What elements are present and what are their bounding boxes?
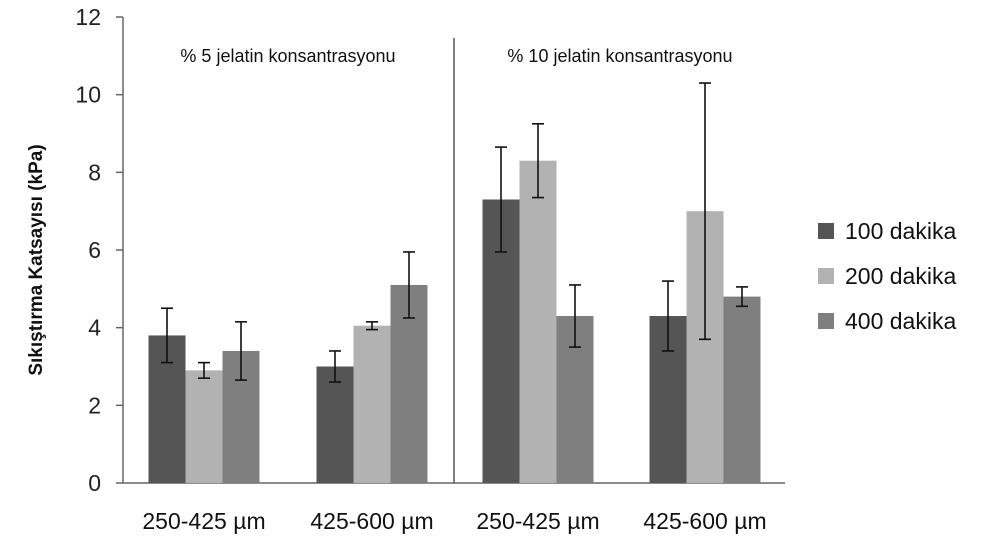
bar [519, 160, 557, 483]
bar [723, 296, 761, 483]
legend: 100 dakika 200 dakika 400 dakika [818, 218, 956, 334]
legend-label: 400 dakika [845, 308, 956, 334]
legend-swatch [818, 223, 834, 239]
y-tick-label: 4 [88, 315, 101, 341]
group-title: % 10 jelatin konsantrasyonu [507, 46, 732, 66]
error-bars-group [161, 82, 748, 383]
y-tick-label: 6 [88, 237, 101, 263]
y-tick-label: 12 [75, 4, 101, 30]
y-tick-label: 8 [88, 159, 101, 185]
y-tick-label: 10 [75, 82, 101, 108]
labels-group: 0 2 4 6 8 10 12 Sıkıştırma Katsayısı (kPa) % 5 j… [26, 4, 767, 534]
legend-label: 200 dakika [845, 263, 956, 289]
y-tick-label: 2 [88, 392, 101, 418]
bar [316, 366, 354, 483]
x-category-label: 425-600 µm [310, 508, 433, 534]
x-category-label: 250-425 µm [476, 508, 599, 534]
x-category-label: 425-600 µm [643, 508, 766, 534]
x-category-label: 250-425 µm [142, 508, 265, 534]
legend-label: 100 dakika [845, 218, 956, 244]
legend-swatch [818, 268, 834, 284]
bar [185, 370, 223, 483]
bar [353, 325, 391, 483]
group-title: % 5 jelatin konsantrasyonu [180, 46, 395, 66]
y-tick-label: 0 [88, 470, 101, 496]
legend-swatch [818, 313, 834, 329]
y-axis-label: Sıkıştırma Katsayısı (kPa) [26, 144, 47, 375]
